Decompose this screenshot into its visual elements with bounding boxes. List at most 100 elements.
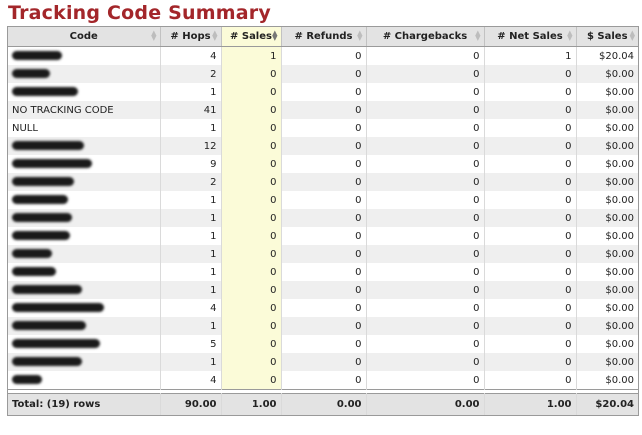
cell-hops: 1 xyxy=(160,209,222,227)
column-header-net-sales[interactable]: # Net Sales ▲ ▼ xyxy=(484,27,577,47)
cell-net-sales: 1 xyxy=(484,46,577,65)
cell-code xyxy=(8,155,161,173)
redacted-tracking-code xyxy=(12,303,104,312)
cell-chargebacks: 0 xyxy=(366,46,485,65)
cell-code xyxy=(8,83,161,101)
sort-arrows-icon[interactable]: ▲ ▼ xyxy=(212,29,218,42)
sort-arrows-icon[interactable]: ▲ ▼ xyxy=(475,29,481,42)
cell-code xyxy=(8,353,161,371)
cell-dollar-sales: $20.04 xyxy=(576,46,638,65)
column-header-label: # Chargebacks xyxy=(382,31,468,42)
column-header-label: # Refunds xyxy=(294,31,353,42)
total-hops: 90.00 xyxy=(160,393,222,415)
cell-chargebacks: 0 xyxy=(366,281,485,299)
cell-refunds: 0 xyxy=(281,83,367,101)
column-header-dollar-sales[interactable]: $ Sales ▲ ▼ xyxy=(576,27,638,47)
cell-hops: 4 xyxy=(160,371,222,390)
redacted-tracking-code xyxy=(12,231,70,240)
cell-chargebacks: 0 xyxy=(366,119,485,137)
total-code: Total: (19) rows xyxy=(8,393,161,415)
cell-dollar-sales: $0.00 xyxy=(576,353,638,371)
cell-hops: 2 xyxy=(160,173,222,191)
sort-arrows-icon[interactable]: ▲ ▼ xyxy=(567,29,573,42)
cell-chargebacks: 0 xyxy=(366,263,485,281)
column-header-sales[interactable]: # Sales ▲ ▼ xyxy=(221,27,282,47)
cell-code xyxy=(8,209,161,227)
sort-arrows-icon[interactable]: ▲ ▼ xyxy=(272,29,278,42)
cell-code xyxy=(8,317,161,335)
cell-dollar-sales: $0.00 xyxy=(576,155,638,173)
redacted-tracking-code xyxy=(12,159,92,168)
table-row: 1 0 0 0 0 $0.00 xyxy=(8,83,638,101)
sort-arrows-icon[interactable]: ▲ ▼ xyxy=(629,29,635,42)
cell-dollar-sales: $0.00 xyxy=(576,191,638,209)
cell-refunds: 0 xyxy=(281,281,367,299)
cell-code xyxy=(8,46,161,65)
cell-net-sales: 0 xyxy=(484,245,577,263)
redacted-tracking-code xyxy=(12,249,52,258)
cell-code xyxy=(8,281,161,299)
cell-code xyxy=(8,299,161,317)
cell-net-sales: 0 xyxy=(484,191,577,209)
cell-refunds: 0 xyxy=(281,46,367,65)
redacted-tracking-code xyxy=(12,339,100,348)
redacted-tracking-code xyxy=(12,69,50,78)
table-header-row: Code ▲ ▼ # Hops ▲ ▼ # Sales ▲ ▼ # Refunds ▲ ▼ # Char… xyxy=(8,27,638,47)
table-row: 1 0 0 0 0 $0.00 xyxy=(8,281,638,299)
cell-hops: 4 xyxy=(160,46,222,65)
cell-refunds: 0 xyxy=(281,137,367,155)
total-chargebacks: 0.00 xyxy=(366,393,485,415)
cell-sales: 0 xyxy=(221,299,282,317)
cell-dollar-sales: $0.00 xyxy=(576,335,638,353)
cell-sales: 0 xyxy=(221,119,282,137)
cell-hops: 1 xyxy=(160,281,222,299)
cell-net-sales: 0 xyxy=(484,101,577,119)
cell-code xyxy=(8,227,161,245)
cell-chargebacks: 0 xyxy=(366,371,485,390)
cell-sales: 0 xyxy=(221,83,282,101)
cell-dollar-sales: $0.00 xyxy=(576,83,638,101)
cell-hops: 5 xyxy=(160,335,222,353)
cell-refunds: 0 xyxy=(281,155,367,173)
cell-sales: 0 xyxy=(221,227,282,245)
column-header-label: # Sales xyxy=(230,31,272,42)
page-title: Tracking Code Summary xyxy=(8,2,271,24)
cell-net-sales: 0 xyxy=(484,263,577,281)
cell-sales: 0 xyxy=(221,101,282,119)
redacted-tracking-code xyxy=(12,267,56,276)
cell-dollar-sales: $0.00 xyxy=(576,281,638,299)
column-header-refunds[interactable]: # Refunds ▲ ▼ xyxy=(281,27,367,47)
cell-sales: 0 xyxy=(221,371,282,390)
cell-refunds: 0 xyxy=(281,317,367,335)
table-row: 4 1 0 0 1 $20.04 xyxy=(8,46,638,65)
cell-refunds: 0 xyxy=(281,173,367,191)
column-header-code[interactable]: Code ▲ ▼ xyxy=(8,27,161,47)
cell-net-sales: 0 xyxy=(484,281,577,299)
table-row: 12 0 0 0 0 $0.00 xyxy=(8,137,638,155)
table-row: 1 0 0 0 0 $0.00 xyxy=(8,353,638,371)
column-header-label: $ Sales xyxy=(586,31,628,42)
cell-hops: 1 xyxy=(160,263,222,281)
cell-dollar-sales: $0.00 xyxy=(576,299,638,317)
column-header-chargebacks[interactable]: # Chargebacks ▲ ▼ xyxy=(366,27,485,47)
table-row: 2 0 0 0 0 $0.00 xyxy=(8,65,638,83)
sort-arrows-icon[interactable]: ▲ ▼ xyxy=(357,29,363,42)
column-header-label: # Net Sales xyxy=(497,31,563,42)
sort-arrows-icon[interactable]: ▲ ▼ xyxy=(151,29,157,42)
cell-refunds: 0 xyxy=(281,191,367,209)
cell-net-sales: 0 xyxy=(484,317,577,335)
cell-dollar-sales: $0.00 xyxy=(576,245,638,263)
cell-refunds: 0 xyxy=(281,101,367,119)
cell-refunds: 0 xyxy=(281,227,367,245)
cell-net-sales: 0 xyxy=(484,119,577,137)
total-separator xyxy=(8,389,638,394)
cell-hops: 1 xyxy=(160,353,222,371)
redacted-tracking-code xyxy=(12,375,42,384)
table-row: 1 0 0 0 0 $0.00 xyxy=(8,227,638,245)
column-header-hops[interactable]: # Hops ▲ ▼ xyxy=(160,27,222,47)
cell-net-sales: 0 xyxy=(484,299,577,317)
cell-net-sales: 0 xyxy=(484,83,577,101)
cell-chargebacks: 0 xyxy=(366,83,485,101)
cell-net-sales: 0 xyxy=(484,209,577,227)
cell-sales: 0 xyxy=(221,335,282,353)
